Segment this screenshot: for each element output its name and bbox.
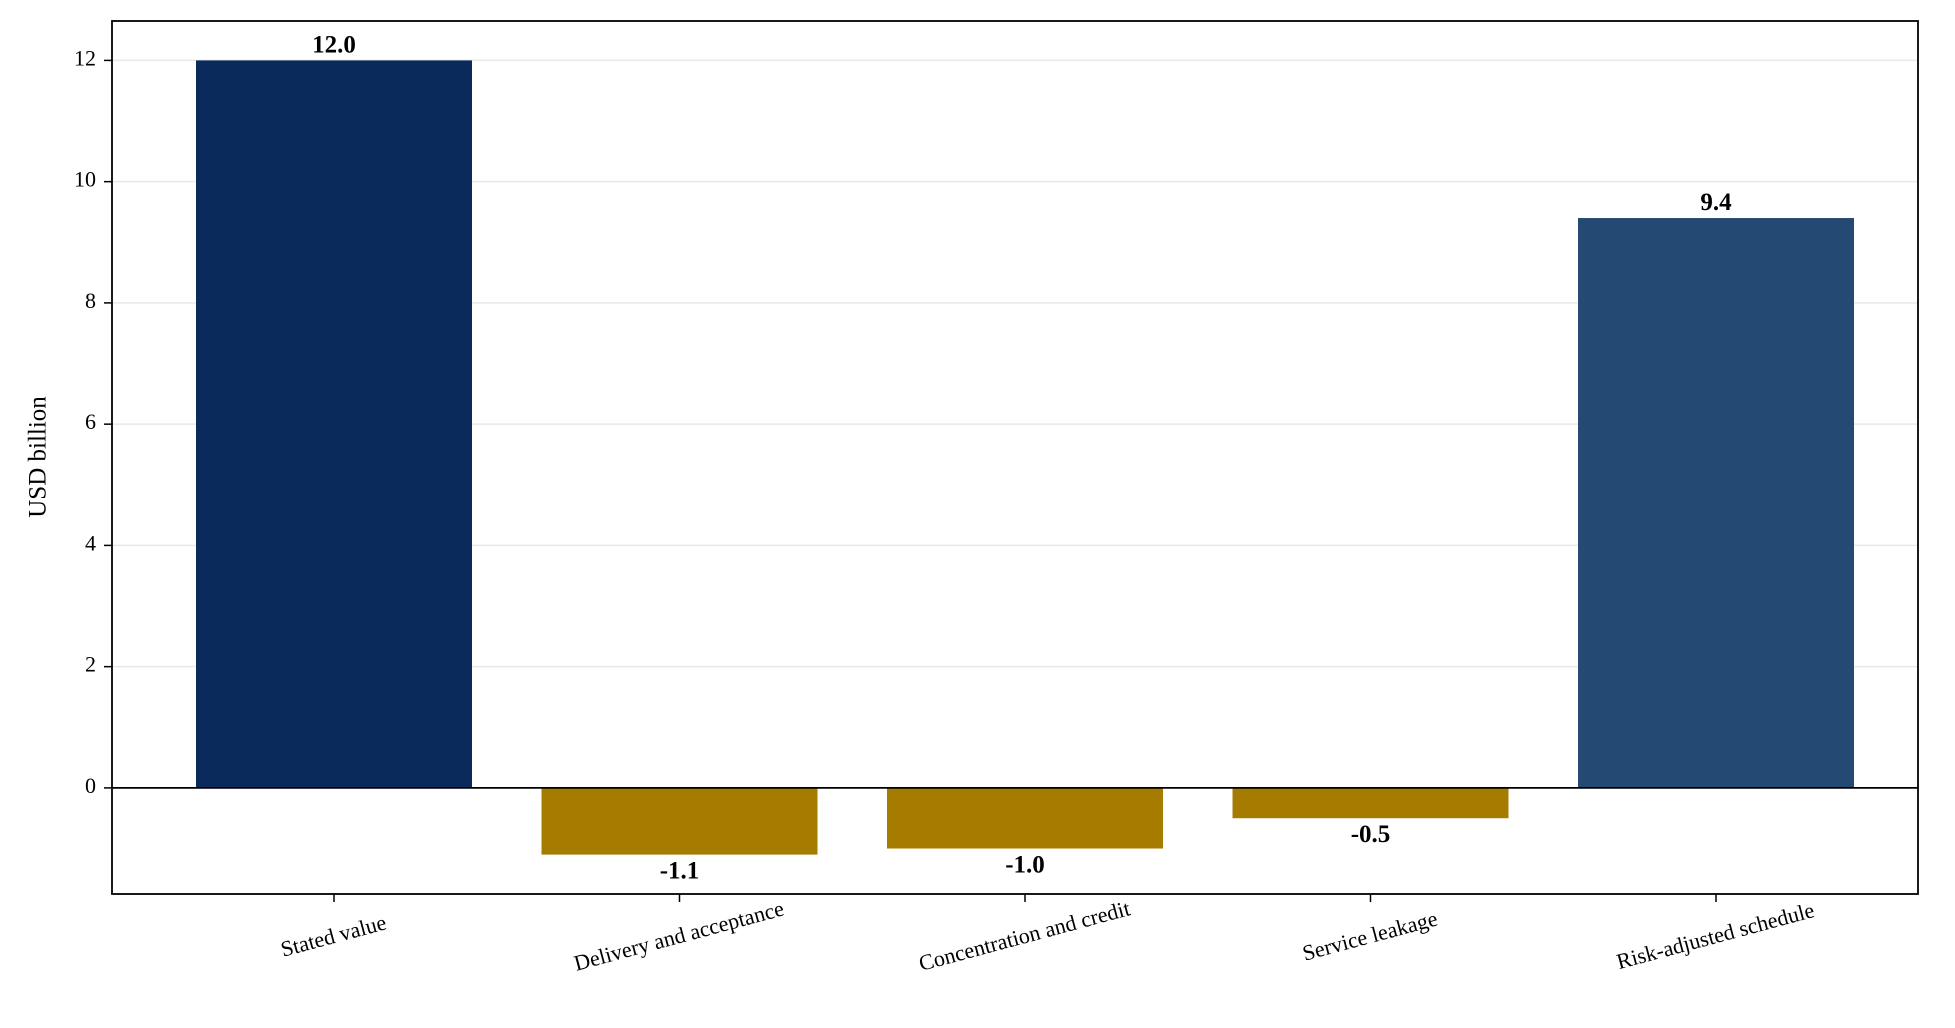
y-tick-label-2: 2 — [85, 652, 96, 677]
bars — [196, 60, 1854, 855]
value-labels: 12.0 -1.1 -1.0 -0.5 9.4 — [312, 31, 1732, 884]
bar-0 — [196, 60, 472, 788]
y-tick-label-4: 4 — [85, 530, 96, 555]
bar-1 — [541, 787, 818, 855]
bar-3 — [1232, 787, 1509, 819]
y-tick-label-6: 6 — [85, 409, 96, 434]
y-tick-label-0: 0 — [85, 773, 96, 798]
bar-2 — [887, 787, 1163, 849]
value-label-1: -1.1 — [660, 857, 700, 884]
x-tick-label-0: Stated value — [278, 910, 389, 962]
x-tick-label-4: Risk-adjusted schedule — [1614, 897, 1817, 974]
y-tick-label-12: 12 — [74, 45, 96, 70]
x-tick-label-2: Concentration and credit — [916, 895, 1133, 975]
value-label-4: 9.4 — [1700, 189, 1732, 216]
y-tick-label-10: 10 — [74, 167, 96, 192]
value-label-0: 12.0 — [312, 31, 356, 58]
value-label-3: -0.5 — [1351, 821, 1391, 848]
x-axis-ticks: Stated value Delivery and acceptance Conce… — [278, 894, 1817, 976]
x-tick-label-3: Service leakage — [1300, 906, 1440, 966]
plot-frame — [111, 20, 1919, 895]
y-axis-title: USD billion — [25, 396, 52, 518]
value-label-2: -1.0 — [1005, 851, 1045, 878]
x-tick-label-1: Delivery and acceptance — [571, 896, 786, 976]
bar-4 — [1578, 218, 1854, 788]
y-axis-ticks: 0 2 4 6 8 10 12 — [74, 45, 112, 798]
y-tick-label-8: 8 — [85, 288, 96, 313]
